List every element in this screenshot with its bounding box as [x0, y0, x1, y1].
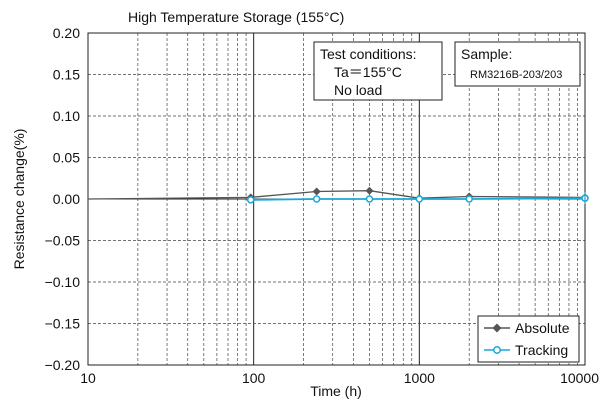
data-point-tracking — [466, 196, 472, 202]
series-line-absolute — [88, 191, 585, 199]
data-point-absolute — [313, 188, 321, 196]
series — [88, 187, 589, 204]
y-axis-label: Resistance change(%) — [11, 129, 27, 270]
x-tick-label: 1000 — [404, 370, 435, 386]
legend-tracking-label: Tracking — [515, 342, 568, 358]
data-point-absolute — [365, 187, 373, 195]
sample-box: Sample: RM3216B-203/203 — [455, 42, 580, 86]
y-tick-label: 0.10 — [53, 108, 80, 124]
y-tick-label: −0.15 — [45, 316, 81, 332]
legend: Absolute Tracking — [478, 316, 579, 362]
chart-title: High Temperature Storage (155°C) — [128, 9, 344, 25]
y-tick-label: 0.00 — [53, 191, 80, 207]
test-conditions-line-2: Ta＝155°C — [334, 64, 402, 80]
data-point-tracking — [416, 196, 422, 202]
test-conditions-box: Test conditions: Ta＝155°C No load — [314, 42, 442, 100]
x-tick-label: 10000 — [560, 370, 599, 386]
y-tick-label: 0.20 — [53, 25, 80, 41]
x-tick-label: 100 — [242, 370, 266, 386]
data-point-tracking — [248, 197, 254, 203]
x-tick-label: 10 — [80, 370, 96, 386]
y-tick-label: −0.10 — [45, 274, 81, 290]
y-tick-label: −0.05 — [45, 233, 81, 249]
data-point-tracking — [366, 196, 372, 202]
data-point-tracking — [314, 196, 320, 202]
test-conditions-line-3: No load — [334, 82, 382, 98]
sample-label: Sample: — [461, 46, 512, 62]
x-axis-label: Time (h) — [310, 383, 362, 399]
test-conditions-line-1: Test conditions: — [320, 46, 417, 62]
y-tick-label: −0.20 — [45, 357, 81, 373]
legend-absolute-label: Absolute — [515, 320, 570, 336]
legend-tracking-marker — [494, 347, 500, 353]
y-tick-label: 0.05 — [53, 150, 80, 166]
sample-value: RM3216B-203/203 — [470, 69, 562, 81]
y-tick-label: 0.15 — [53, 67, 80, 83]
